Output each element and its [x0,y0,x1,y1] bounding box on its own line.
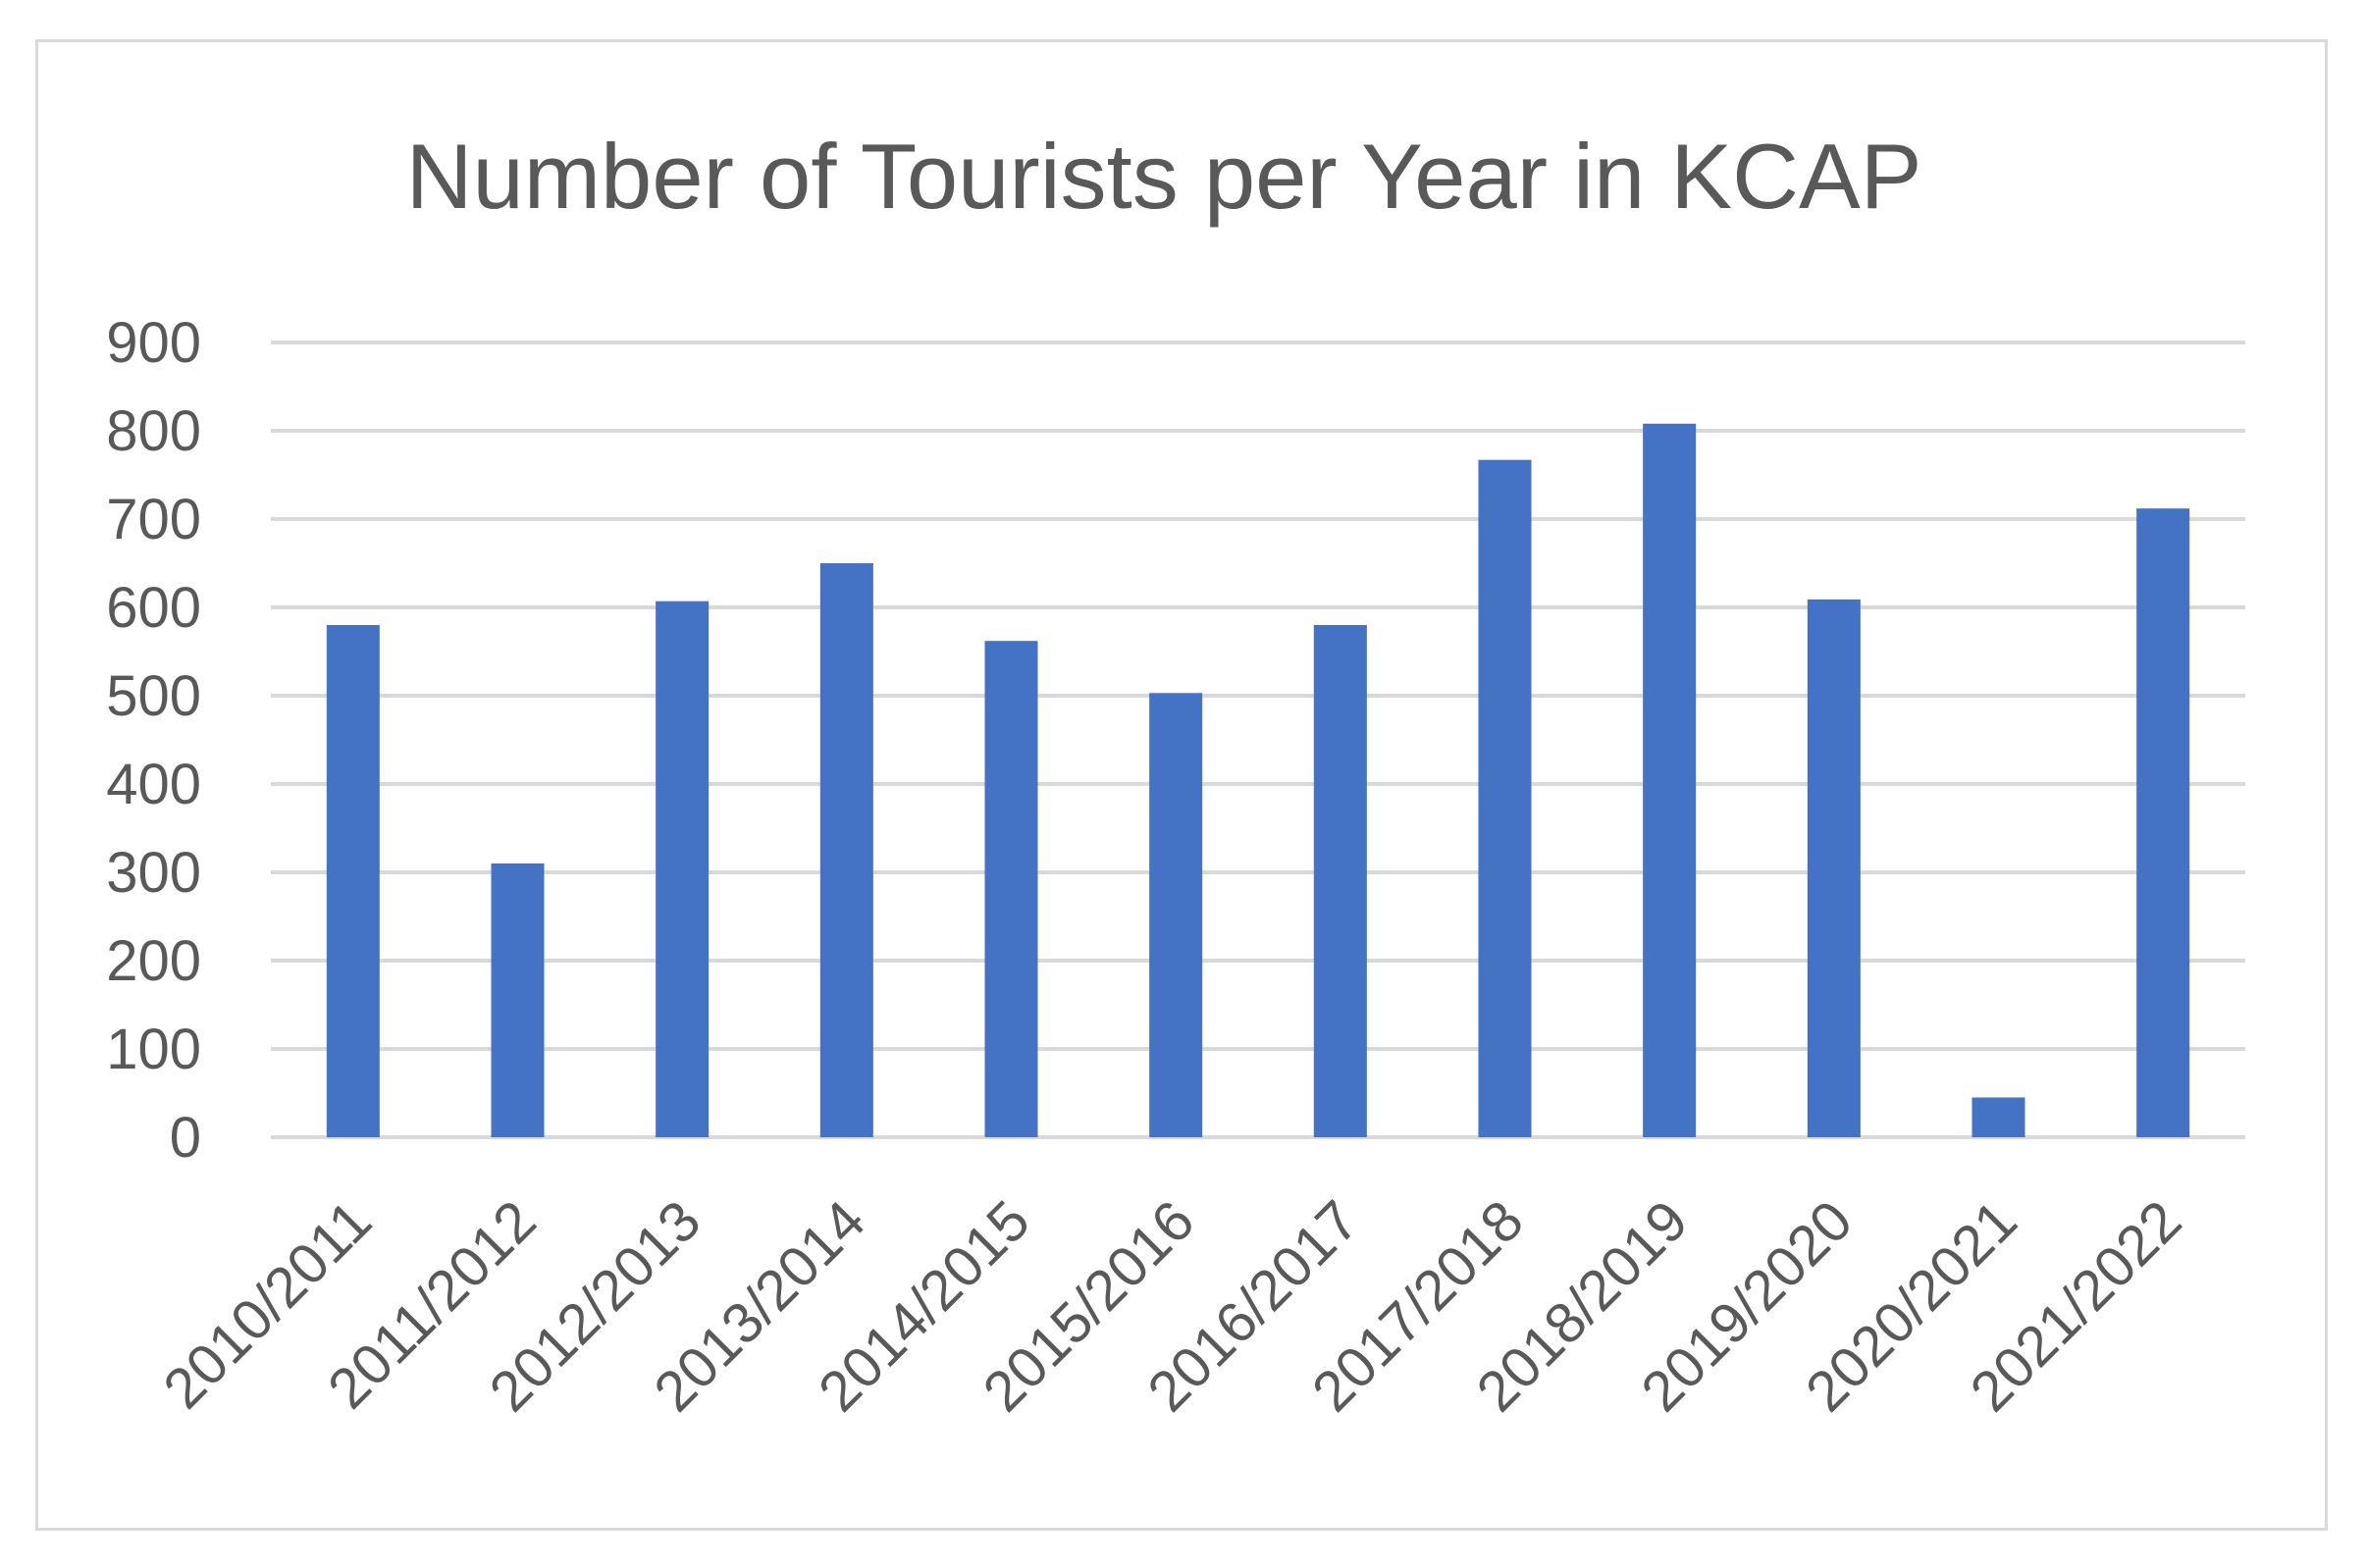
y-tick-label: 0 [170,1106,201,1170]
bar [1807,599,1861,1137]
y-tick-label: 200 [106,929,201,993]
bar [656,601,710,1137]
bar [1643,423,1697,1137]
y-tick-label: 500 [106,664,201,728]
x-axis-ticks: 2010/20112011/20122012/20132013/20142014… [151,1188,2193,1424]
bar [1478,459,1532,1137]
bars [326,423,2190,1137]
bar [819,563,873,1137]
bar [984,641,1038,1137]
y-tick-label: 900 [106,311,201,375]
bar [491,863,545,1137]
y-tick-label: 400 [106,753,201,816]
y-axis-ticks: 0 100 200 300 400 500 600 700 800 900 [106,311,201,1170]
chart-title: Number of Tourists per Year in KCAP [406,125,1922,228]
y-tick-label: 100 [106,1018,201,1081]
gridlines [271,340,2245,1139]
y-tick-label: 300 [106,841,201,905]
bar [1313,625,1367,1137]
bar [1149,693,1203,1137]
y-tick-label: 700 [106,488,201,551]
bar [2136,508,2190,1137]
bar [326,625,380,1137]
y-tick-label: 800 [106,399,201,463]
y-tick-label: 600 [106,576,201,640]
bar [1972,1097,2025,1137]
